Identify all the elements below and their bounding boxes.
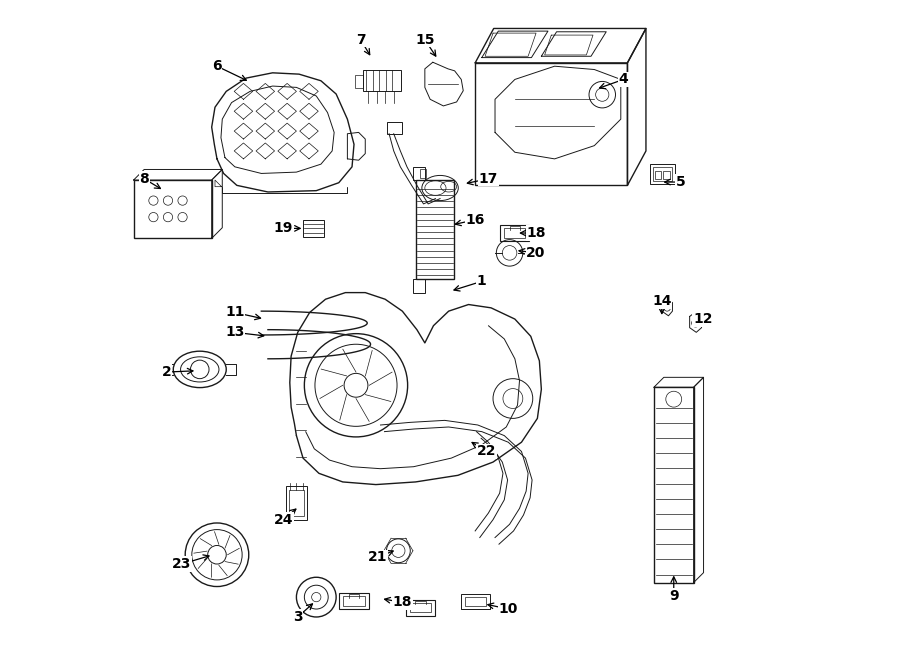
- Bar: [344, 596, 364, 606]
- Bar: [504, 228, 526, 238]
- Bar: [416, 180, 454, 279]
- Text: 16: 16: [465, 213, 485, 227]
- Text: 24: 24: [274, 512, 292, 527]
- Text: 22: 22: [477, 444, 496, 459]
- Text: 15: 15: [415, 32, 435, 47]
- Text: 2: 2: [162, 365, 172, 379]
- Bar: [650, 164, 675, 184]
- Bar: [303, 220, 324, 237]
- Text: 10: 10: [499, 602, 517, 616]
- Text: 18: 18: [526, 226, 545, 240]
- Text: 7: 7: [356, 32, 365, 47]
- Text: 11: 11: [225, 305, 245, 320]
- Bar: [500, 225, 529, 241]
- Text: 1: 1: [477, 274, 487, 289]
- Bar: [653, 167, 671, 181]
- Bar: [363, 70, 401, 91]
- Bar: [410, 603, 431, 612]
- Bar: [286, 486, 307, 520]
- Bar: [406, 600, 435, 616]
- Bar: [413, 167, 425, 180]
- Bar: [663, 171, 670, 179]
- Text: 9: 9: [669, 589, 679, 603]
- Text: 18: 18: [392, 595, 412, 610]
- Text: 21: 21: [367, 550, 387, 565]
- Bar: [355, 75, 363, 88]
- Text: 13: 13: [225, 325, 245, 340]
- Text: 20: 20: [526, 246, 545, 260]
- Text: 4: 4: [618, 72, 628, 87]
- Text: 14: 14: [652, 294, 671, 308]
- Bar: [133, 180, 212, 238]
- Bar: [387, 122, 401, 134]
- Text: 12: 12: [693, 312, 713, 326]
- Text: 6: 6: [212, 59, 221, 73]
- Text: 17: 17: [479, 171, 498, 186]
- Text: 19: 19: [274, 221, 292, 236]
- Bar: [654, 387, 694, 583]
- Text: 3: 3: [292, 610, 302, 624]
- Bar: [475, 63, 627, 185]
- Bar: [464, 597, 486, 606]
- Text: 8: 8: [140, 171, 149, 186]
- Bar: [461, 594, 490, 609]
- Text: 23: 23: [172, 557, 192, 571]
- Bar: [419, 169, 427, 178]
- Bar: [413, 279, 425, 293]
- Bar: [654, 171, 662, 179]
- Bar: [289, 490, 303, 516]
- Text: 5: 5: [676, 175, 685, 189]
- Bar: [339, 593, 369, 609]
